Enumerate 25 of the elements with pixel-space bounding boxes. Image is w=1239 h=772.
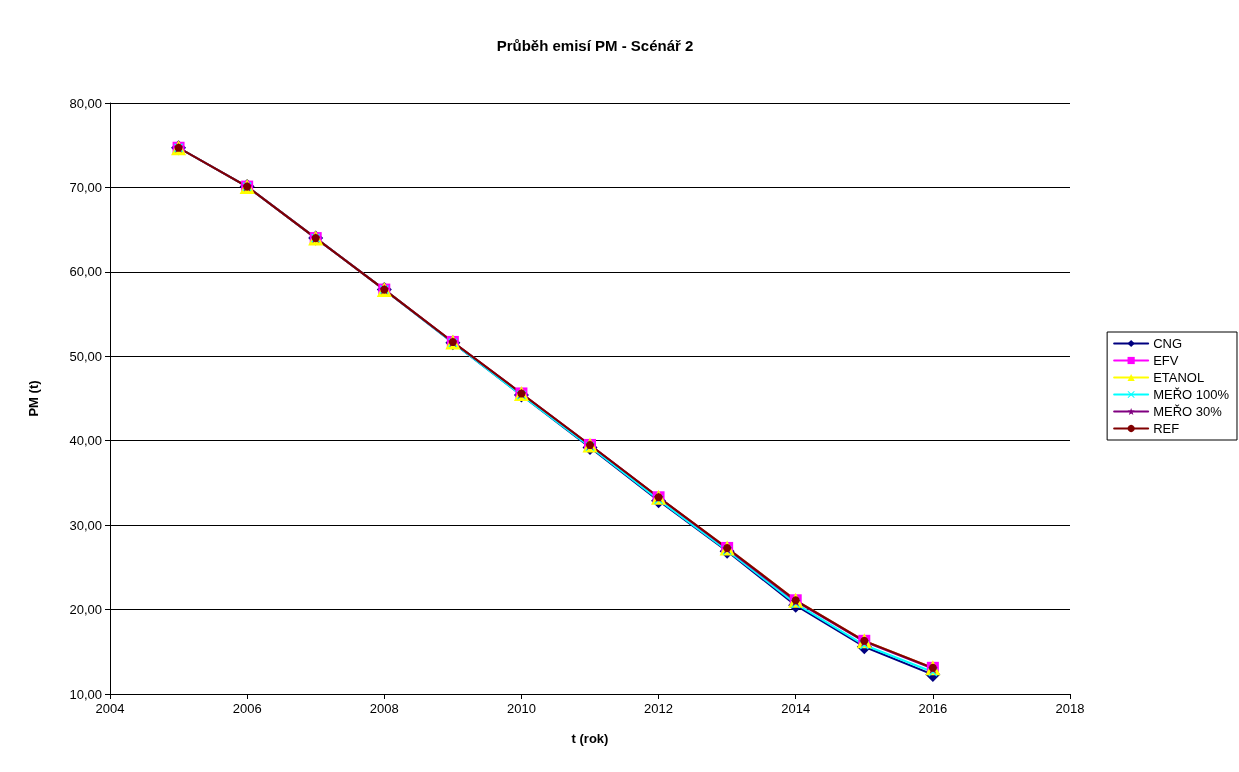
chart-title: Průběh emisí PM - Scénář 2 <box>496 37 694 54</box>
y-tick-label: 60,00 <box>69 264 102 280</box>
x-tick-label: 2008 <box>369 701 399 716</box>
x-tick-label: 2006 <box>232 701 262 716</box>
y-axis-title: PM (t) <box>26 380 41 417</box>
x-tick-label: 2014 <box>781 701 811 716</box>
legend-label: EFV <box>1153 353 1179 368</box>
legend-label: REF <box>1153 421 1180 436</box>
x-tick-label: 2012 <box>644 701 674 716</box>
legend-label: CNG <box>1153 336 1183 351</box>
y-tick-label: 70,00 <box>69 179 102 195</box>
y-tick-label: 20,00 <box>69 602 102 618</box>
x-tick-label: 2016 <box>918 701 948 716</box>
y-tick-label: 50,00 <box>69 348 102 364</box>
legend-label: MEŘO 100% <box>1153 387 1230 402</box>
legend-label: ETANOL <box>1153 370 1205 385</box>
x-tick-label: 2018 <box>1055 701 1085 716</box>
x-tick-label: 2010 <box>506 701 536 716</box>
y-tick-label: 10,00 <box>69 686 102 702</box>
legend-label: MEŘO 30% <box>1153 404 1223 419</box>
x-tick-label: 2004 <box>95 701 125 716</box>
x-axis-title: t (rok) <box>571 731 609 746</box>
y-tick-label: 80,00 <box>69 95 102 111</box>
y-tick-label: 40,00 <box>69 433 102 449</box>
y-tick-label: 30,00 <box>69 517 102 533</box>
